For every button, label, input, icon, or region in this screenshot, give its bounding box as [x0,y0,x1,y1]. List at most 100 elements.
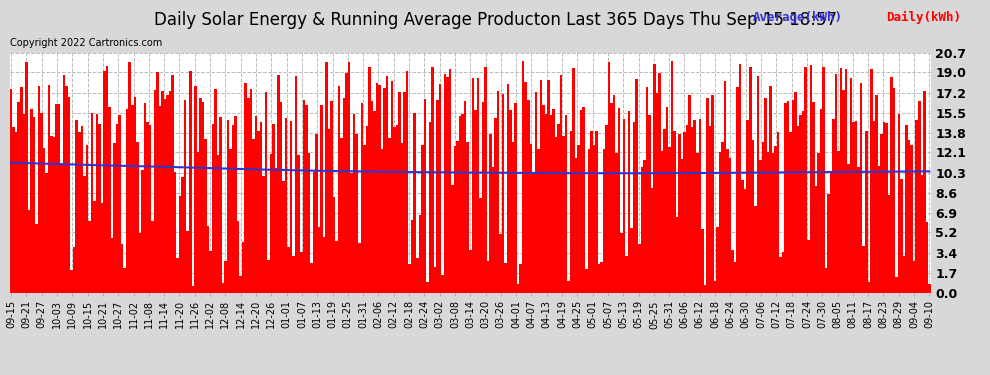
Bar [386,75,388,292]
Bar [644,160,645,292]
Bar [230,149,232,292]
Bar [928,284,931,292]
Bar [872,121,875,292]
Bar [391,81,393,292]
Bar [792,100,794,292]
Bar [43,148,46,292]
Bar [184,100,186,292]
Bar [139,233,141,292]
Bar [290,120,292,292]
Bar [784,103,787,292]
Bar [771,153,774,292]
Bar [535,92,538,292]
Bar [769,87,771,292]
Bar [499,234,502,292]
Bar [419,215,421,292]
Bar [451,185,453,292]
Bar [333,197,336,292]
Bar [532,174,535,292]
Bar [432,68,434,292]
Bar [171,75,174,292]
Bar [363,145,365,292]
Bar [267,261,269,292]
Bar [621,233,623,292]
Bar [355,134,358,292]
Bar [926,222,928,292]
Bar [63,75,65,292]
Bar [466,142,469,292]
Bar [900,179,903,292]
Bar [719,152,722,292]
Bar [416,258,419,292]
Bar [28,210,30,292]
Bar [347,62,350,292]
Bar [338,86,341,292]
Bar [331,101,333,292]
Bar [259,122,262,292]
Bar [398,92,401,292]
Bar [212,124,214,292]
Bar [921,175,923,292]
Bar [653,64,655,292]
Bar [459,116,461,292]
Bar [547,80,549,292]
Bar [23,114,25,292]
Bar [774,146,777,292]
Bar [844,69,847,292]
Bar [701,228,704,292]
Bar [38,86,41,292]
Bar [75,120,78,292]
Bar [631,228,633,292]
Bar [557,124,559,292]
Bar [282,181,285,292]
Bar [403,92,406,292]
Bar [732,250,734,292]
Bar [877,166,880,292]
Bar [119,115,121,292]
Bar [681,159,683,292]
Bar [484,67,487,292]
Bar [504,263,507,292]
Bar [303,100,305,292]
Bar [166,95,169,292]
Bar [739,64,742,292]
Bar [847,164,849,292]
Bar [336,241,338,292]
Bar [714,281,716,292]
Bar [706,98,709,292]
Bar [880,134,883,292]
Bar [15,132,18,292]
Bar [890,77,893,292]
Bar [655,93,658,292]
Bar [746,120,749,292]
Bar [88,221,91,292]
Bar [446,77,448,292]
Bar [603,149,605,292]
Bar [68,97,70,292]
Bar [512,142,515,292]
Bar [368,68,370,292]
Bar [554,136,557,292]
Bar [590,131,593,292]
Bar [280,102,282,292]
Bar [186,231,189,292]
Bar [73,248,75,292]
Bar [33,117,35,292]
Bar [214,89,217,292]
Bar [464,101,466,292]
Bar [434,267,437,292]
Bar [650,188,653,292]
Bar [908,140,911,292]
Bar [439,84,442,292]
Bar [810,65,812,292]
Bar [817,153,820,292]
Bar [766,152,769,292]
Bar [191,286,194,292]
Bar [13,127,15,292]
Bar [277,75,280,292]
Bar [665,107,668,292]
Bar [101,203,103,292]
Bar [300,252,303,292]
Bar [444,74,446,292]
Bar [411,220,414,292]
